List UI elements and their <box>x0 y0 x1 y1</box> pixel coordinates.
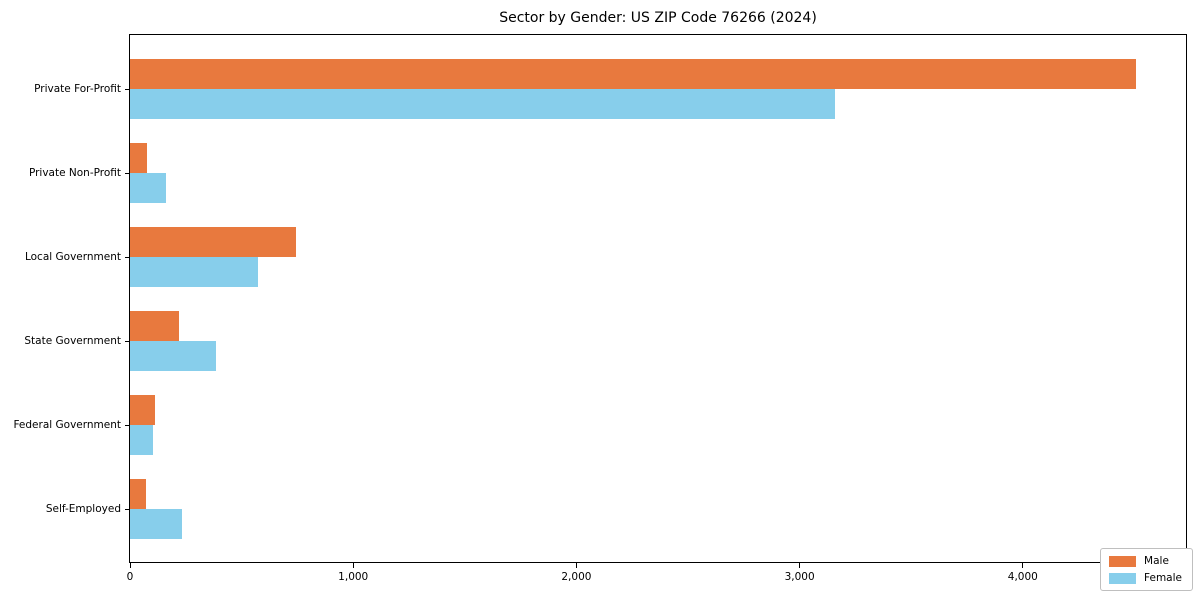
legend-entry-male: Male <box>1109 555 1182 567</box>
bar-male-private-non-profit <box>130 143 147 173</box>
bar-male-self-employed <box>130 479 146 509</box>
x-tick-label-0: 0 <box>126 571 134 583</box>
bar-male-federal-government <box>130 395 155 425</box>
y-tick-label-federal-government: Federal Government <box>13 419 121 431</box>
x-tick-mark <box>575 563 577 568</box>
female-swatch <box>1109 572 1137 584</box>
y-tick-mark <box>125 509 130 510</box>
y-tick-label-private-for-profit: Private For-Profit <box>34 83 121 95</box>
y-tick-mark <box>125 425 130 426</box>
male-swatch <box>1109 555 1137 567</box>
y-tick-mark <box>125 257 130 258</box>
bar-female-federal-government <box>130 425 154 455</box>
legend-entry-female: Female <box>1109 572 1182 584</box>
x-tick-label-3-000: 3,000 <box>784 571 815 583</box>
y-tick-mark <box>125 173 130 174</box>
x-tick-mark <box>129 563 131 568</box>
bar-male-state-government <box>130 311 180 341</box>
bar-female-private-for-profit <box>130 89 836 119</box>
legend-label-female: Female <box>1144 572 1182 584</box>
x-tick-label-1-000: 1,000 <box>338 571 369 583</box>
y-tick-label-private-non-profit: Private Non-Profit <box>28 167 121 179</box>
bar-female-local-government <box>130 257 259 287</box>
plot-area: Private For-Profit Private Non-Profit Loca… <box>13 34 1187 583</box>
chart-title: Sector by Gender: US ZIP Code 76266 (202… <box>499 10 817 26</box>
x-tick-label-4-000: 4,000 <box>1007 571 1038 583</box>
x-tick-mark <box>799 563 801 568</box>
bar-female-state-government <box>130 341 216 371</box>
x-tick-mark <box>352 563 354 568</box>
y-tick-label-self-employed: Self-Employed <box>45 503 121 515</box>
legend: Male Female <box>1100 548 1193 591</box>
bar-male-local-government <box>130 227 297 257</box>
bar-male-private-for-profit <box>130 59 1136 89</box>
bar-female-self-employed <box>130 509 183 539</box>
y-tick-mark <box>125 341 130 342</box>
bar-female-private-non-profit <box>130 173 166 203</box>
y-tick-mark <box>125 89 130 90</box>
legend-label-male: Male <box>1144 555 1169 567</box>
y-tick-label-local-government: Local Government <box>24 251 121 263</box>
x-tick-mark <box>1022 563 1024 568</box>
x-tick-label-2-000: 2,000 <box>561 571 592 583</box>
y-tick-label-state-government: State Government <box>24 335 121 347</box>
